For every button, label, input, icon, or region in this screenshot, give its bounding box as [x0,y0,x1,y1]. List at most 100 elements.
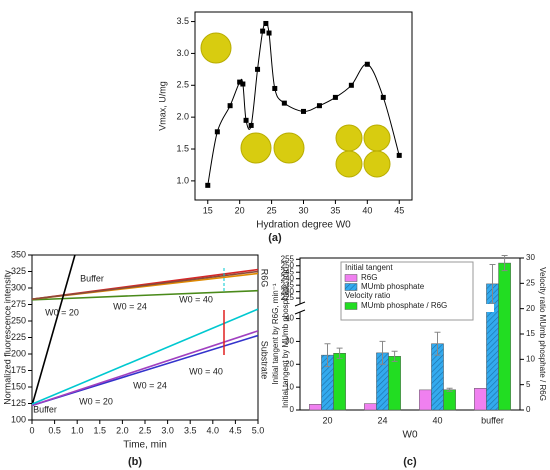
bar [498,262,511,411]
y-axis-label: Vmax, U/mg [157,81,167,131]
data-point [255,66,261,72]
legend-heading: Velocity ratio [345,291,391,300]
x-tick-label: 45 [394,205,404,215]
y-tick-label: 40 [285,314,294,323]
x-axis-label: Time, min [123,440,167,451]
data-point [248,122,254,128]
y-tick-label: 200 [11,348,26,358]
y-tick-label: 2.0 [176,112,189,122]
x-tick-label: 24 [377,415,387,425]
data-point [227,103,233,109]
error-bar [489,263,496,304]
x-tick-label: 20 [322,415,332,425]
y-tick-label: 125 [11,398,26,408]
x-tick-label: 1.5 [94,425,107,435]
bar [388,356,401,411]
bar [333,353,346,411]
error-bar [324,343,331,368]
error-bar [379,340,386,365]
data-point [364,61,370,67]
y-tick-label: 250 [281,261,295,270]
data-point [348,82,354,88]
y-tick-label: 325 [11,266,26,276]
legend-swatch [344,283,358,291]
error-bar [434,331,441,356]
legend-swatch [344,302,358,310]
y-axis-label: Initial tangent by R6G, min⁻¹ [271,283,280,384]
annotation: W0 = 24 [133,380,167,390]
y-tick-label: 245 [281,267,295,276]
data-point [266,30,272,36]
data-point [332,94,338,100]
data-line [32,289,258,301]
x-tick-label: 2.0 [116,425,129,435]
y-tick-label: 150 [11,381,26,391]
x-tick-label: 40 [362,205,372,215]
legend-label: MUmb phosphate / R6G [361,301,447,310]
x-tick-label: 30 [298,205,308,215]
annotation: W0 = 40 [189,366,223,376]
y-tick-label: 275 [11,299,26,309]
bar [309,404,322,411]
data-point [316,103,322,109]
y-axis-label: Normalized fluorescence intensity [2,270,12,405]
panel-label: (b) [128,456,142,468]
data-line [32,330,258,407]
break-mark [294,301,306,315]
x-tick-label: 0.5 [48,425,61,435]
annotation: W0 = 24 [113,301,147,311]
legend-label: R6G [361,273,377,282]
data-point [301,108,306,114]
legend-label: MUmb phosphate [361,282,425,291]
x-tick-label: buffer [481,415,504,425]
legend-swatch [344,274,358,282]
legend-box [340,261,474,321]
y-tick-label: 225 [281,293,295,302]
annotation: Buffer [33,404,57,414]
y-tick-label: 240 [281,274,295,283]
annotation: W0 = 40 [179,294,213,304]
data-point [281,100,287,106]
legend-heading: Initial tangent [345,263,393,272]
x-tick-label: 3.5 [184,425,197,435]
annotation: W0 = 20 [45,307,79,317]
data-point [237,79,243,85]
y2-tick-label: 30 [526,253,535,262]
y-tick-label: 350 [11,249,26,259]
y-tick-label: 235 [281,280,295,289]
data-point [260,28,266,34]
y2-tick-label: 20 [526,304,535,313]
y-tick-label: 10 [285,382,294,391]
x-tick-label: 15 [203,205,213,215]
data-line [32,270,258,301]
bar [419,389,432,411]
error-bar [391,350,398,362]
data-point [240,81,246,87]
y-tick-label: 0 [290,405,295,414]
data-point [243,117,249,123]
annotation: W0 = 20 [79,396,113,406]
panel-label: (c) [403,456,417,468]
data-point [396,152,402,158]
error-bar [336,347,343,359]
x-axis-label: Hydration degree W0 [256,220,351,231]
y2-tick-label: 0 [526,405,531,414]
x-tick-label: 25 [267,205,277,215]
data-line [32,255,76,406]
y-tick-label: 300 [11,282,26,292]
y-tick-label: 100 [11,414,26,424]
y-tick-label: 2.5 [176,80,189,90]
bar [474,388,487,411]
data-point [272,85,278,91]
y-tick-label: 1.0 [176,175,189,185]
x-tick-label: 40 [432,415,442,425]
data-point [205,182,211,188]
error-bar [501,254,508,272]
x-tick-label: 5.0 [252,425,265,435]
annotation: R6G [260,269,270,288]
annotation: Buffer [80,273,104,283]
data-point [263,20,269,26]
x-tick-label: 4.5 [229,425,242,435]
y2-tick-label: 10 [526,354,535,363]
x-tick-label: 3.0 [161,425,174,435]
